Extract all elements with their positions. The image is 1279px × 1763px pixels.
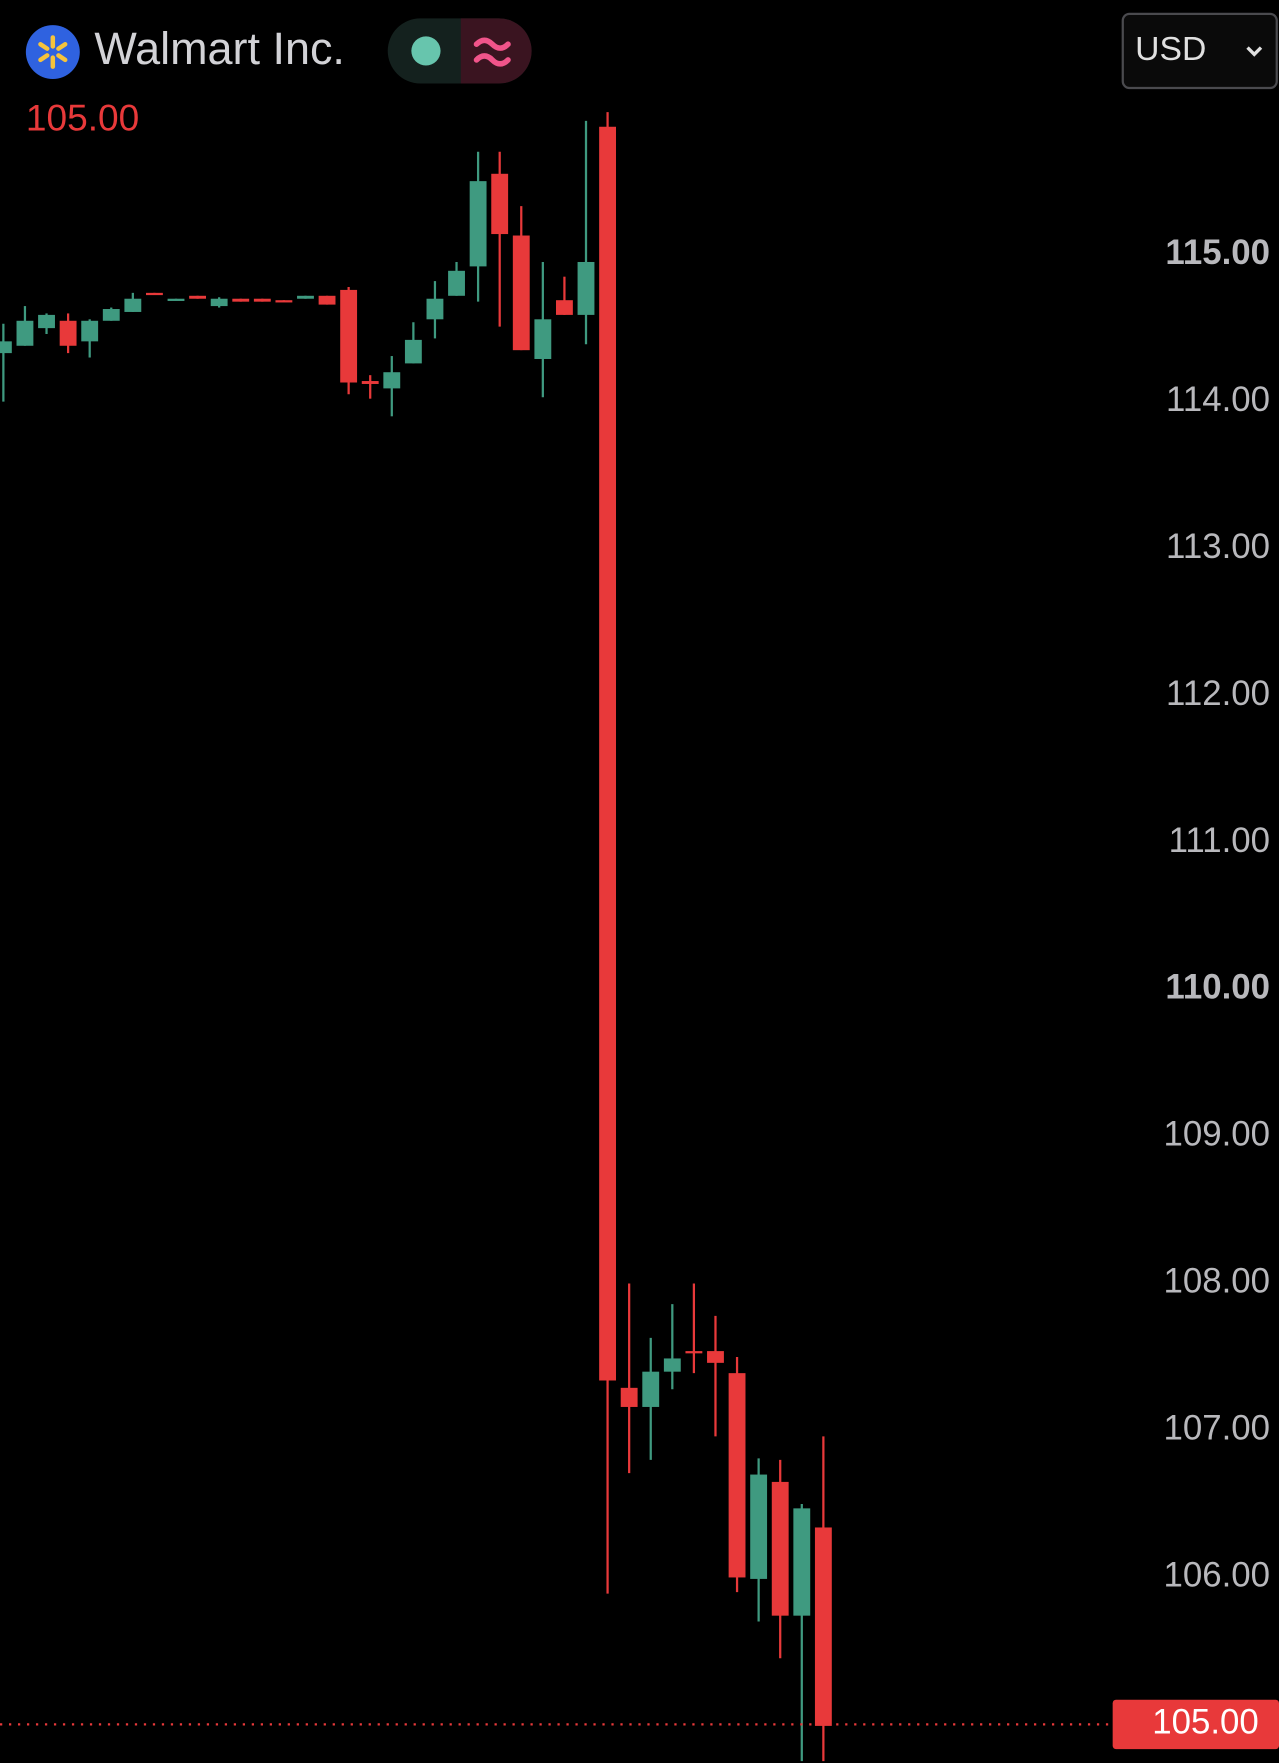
candle-body <box>0 341 12 354</box>
candle-body <box>124 298 142 312</box>
candle-body <box>750 1474 768 1579</box>
candle-body <box>145 292 163 296</box>
candle-body <box>275 300 293 303</box>
toggle-dot <box>411 36 441 66</box>
chart-title: Walmart Inc. <box>94 23 345 74</box>
candle-body <box>340 289 358 383</box>
indicator-toggle[interactable] <box>387 18 532 84</box>
candle-body <box>448 270 465 296</box>
candle-body <box>577 261 595 315</box>
y-tick-label: 106.00 <box>1163 1556 1270 1595</box>
toggle-wave <box>473 37 511 67</box>
candle-body <box>189 295 207 299</box>
candle-body <box>534 319 552 359</box>
candle-body <box>297 295 314 299</box>
candle-body <box>102 309 120 321</box>
price-header: 105.00 <box>26 96 139 138</box>
candle-body <box>383 372 401 389</box>
candle-body <box>707 1351 724 1363</box>
candle-body <box>232 298 250 302</box>
candle-body <box>469 181 487 267</box>
candle-body <box>555 300 573 315</box>
y-tick-label: 107.00 <box>1163 1409 1270 1448</box>
candle-body <box>38 314 55 329</box>
select-box <box>1121 12 1278 90</box>
candle-body <box>793 1508 811 1616</box>
logo <box>25 25 80 80</box>
candle-body <box>59 320 77 346</box>
candle-body <box>16 320 34 346</box>
logo-spark <box>38 35 68 69</box>
candle-body <box>642 1371 660 1407</box>
y-tick-label: 112.00 <box>1166 674 1270 713</box>
y-tick-label: 108.00 <box>1163 1262 1270 1301</box>
toggle-right <box>460 18 532 84</box>
candle-body <box>404 339 422 364</box>
y-tick-label: 111.00 <box>1169 821 1270 860</box>
candle-body <box>167 298 185 301</box>
currency-select[interactable]: USD <box>1121 12 1278 90</box>
y-tick-label: 109.00 <box>1163 1115 1270 1154</box>
candle-body <box>814 1527 832 1726</box>
candle-body <box>728 1373 746 1578</box>
candle-body <box>663 1358 681 1372</box>
chevron <box>1246 46 1263 57</box>
candle-body <box>685 1351 703 1354</box>
candle-body <box>512 235 530 351</box>
candle-body <box>426 298 444 320</box>
logo-circle <box>25 25 80 80</box>
last-price-label: 105.00 <box>1152 1703 1259 1742</box>
candle-body <box>491 173 509 235</box>
last-price-tag <box>1112 1699 1279 1750</box>
candle-body <box>318 295 336 305</box>
y-tick-label: 114.00 <box>1166 380 1270 419</box>
candle-body <box>599 126 617 1381</box>
candle-body <box>81 320 99 342</box>
candle-body <box>771 1481 789 1616</box>
candle-body <box>253 298 271 302</box>
currency-label: USD <box>1135 30 1206 68</box>
plot: 106.00 107.00 108.00 109.00 110.00 111.00 112.… <box>0 112 1279 1762</box>
candle-body <box>361 381 379 384</box>
candle-body <box>210 298 228 307</box>
candle-body <box>620 1387 638 1407</box>
y-tick-label: 115.00 <box>1165 233 1270 272</box>
y-tick-label: 110.00 <box>1165 968 1270 1007</box>
y-tick-label: 113.00 <box>1166 527 1270 566</box>
